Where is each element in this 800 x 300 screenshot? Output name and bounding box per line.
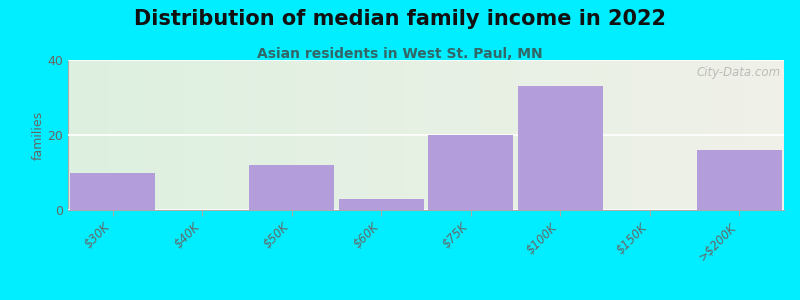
Text: Asian residents in West St. Paul, MN: Asian residents in West St. Paul, MN [257, 46, 543, 61]
Y-axis label: families: families [31, 110, 45, 160]
Bar [428, 135, 514, 210]
Text: City-Data.com: City-Data.com [696, 66, 781, 79]
Bar [250, 165, 334, 210]
Bar [338, 199, 424, 210]
Bar [697, 150, 782, 210]
Text: Distribution of median family income in 2022: Distribution of median family income in … [134, 9, 666, 29]
Bar [70, 172, 155, 210]
Bar [518, 86, 602, 210]
